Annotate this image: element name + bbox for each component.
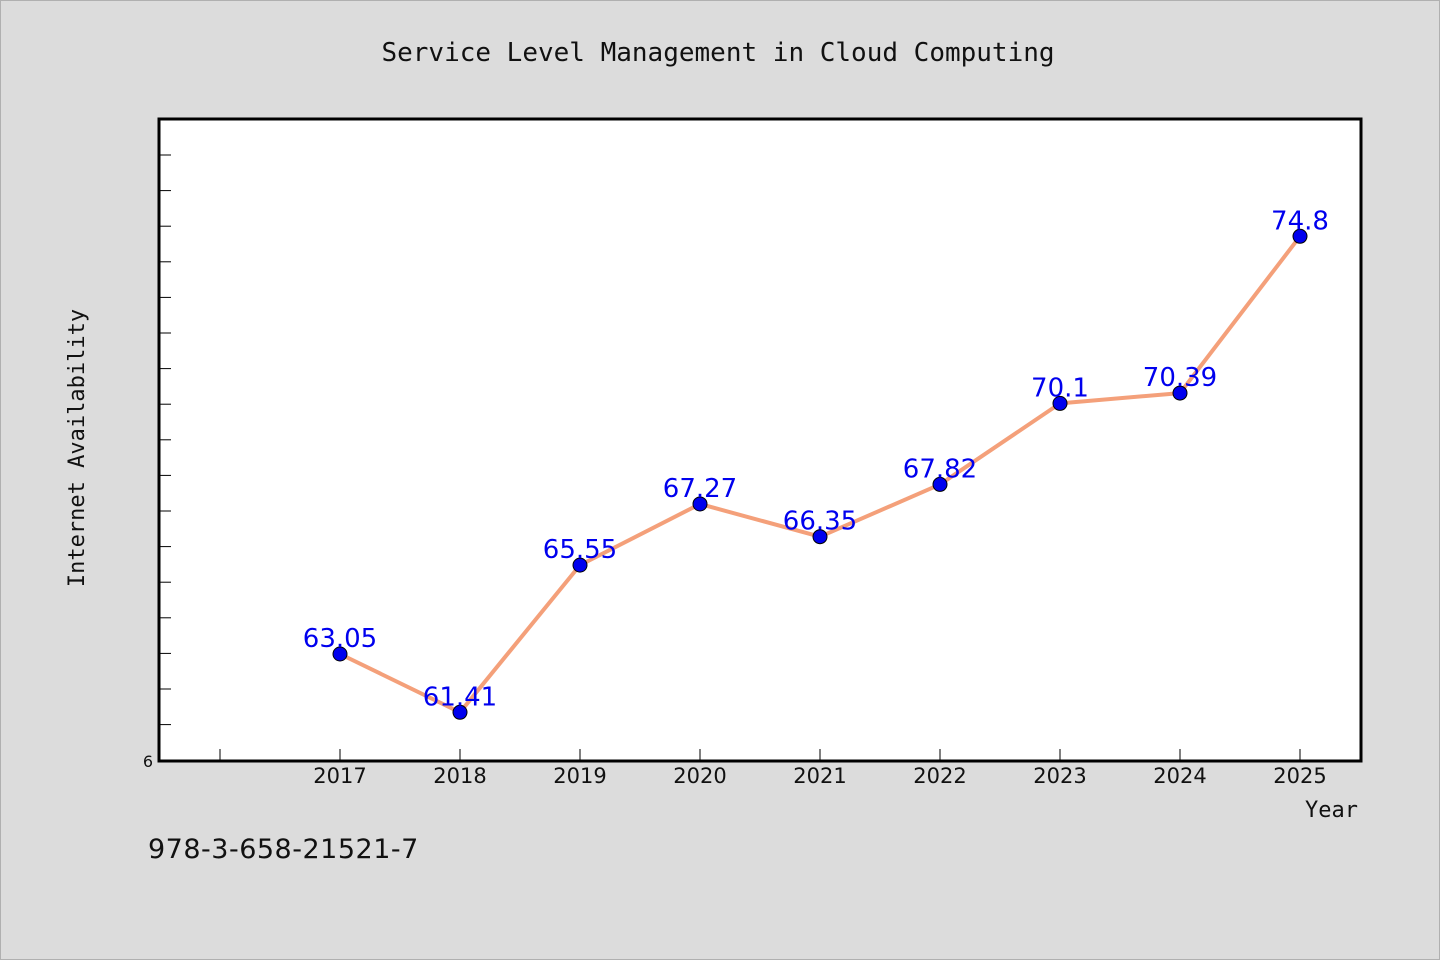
line-chart: Service Level Management in Cloud Comput… [0, 0, 1440, 960]
data-label: 66.35 [783, 507, 857, 537]
y-tick-label: 6 [143, 752, 153, 771]
data-label: 63.05 [303, 624, 377, 654]
x-tick-label: 2022 [913, 764, 966, 788]
x-tick-label: 2020 [673, 764, 726, 788]
y-axis-label: Internet Availability [65, 309, 90, 587]
x-tick-label: 2018 [433, 764, 486, 788]
x-tick-label: 2017 [313, 764, 366, 788]
data-label: 67.82 [903, 454, 977, 484]
plot-area [159, 119, 1361, 761]
data-label: 67.27 [663, 474, 737, 504]
data-label: 70.1 [1031, 373, 1089, 403]
x-tick-label: 2025 [1273, 764, 1326, 788]
chart-title: Service Level Management in Cloud Comput… [381, 38, 1054, 68]
x-tick-label: 2024 [1153, 764, 1206, 788]
data-label: 61.41 [423, 682, 497, 712]
data-label: 74.8 [1271, 206, 1329, 236]
x-tick-label: 2019 [553, 764, 606, 788]
data-label: 65.55 [543, 535, 617, 565]
x-tick-label: 2023 [1033, 764, 1086, 788]
x-axis-label: Year [1305, 798, 1358, 823]
footer-code: 978-3-658-21521-7 [148, 834, 419, 865]
data-label: 70.39 [1143, 363, 1217, 393]
x-tick-label: 2021 [793, 764, 846, 788]
